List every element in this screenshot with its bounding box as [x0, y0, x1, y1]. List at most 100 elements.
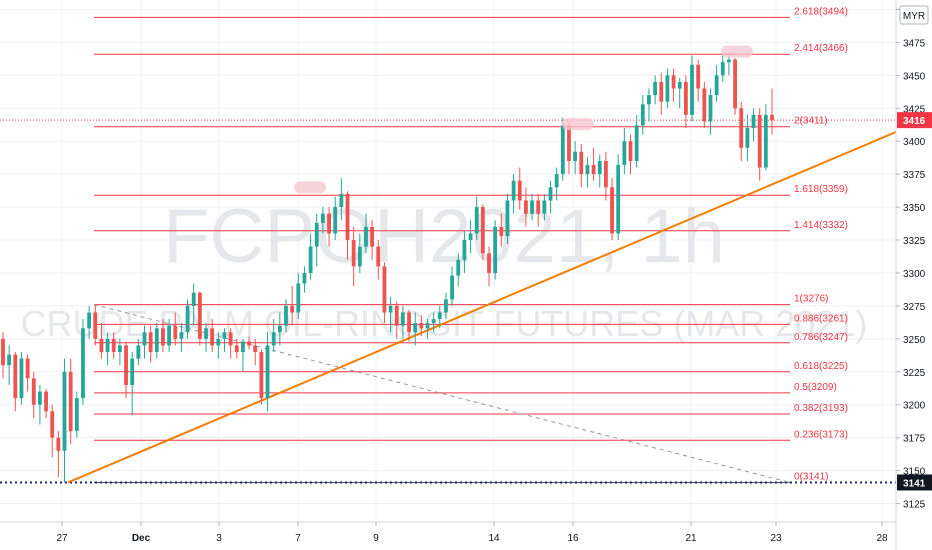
candle-body — [167, 325, 172, 346]
candle-body — [179, 332, 184, 339]
price-tick-label: 3325 — [903, 236, 926, 247]
candle-body — [19, 358, 24, 399]
time-tick-label: 14 — [488, 533, 500, 544]
highlight-marker — [294, 181, 326, 194]
fib-level-label: 0(3141) — [794, 471, 828, 482]
time-tick-label: Dec — [132, 533, 151, 544]
candle-body — [511, 180, 516, 201]
candle-body — [751, 114, 756, 129]
fib-level-label: 2.618(3494) — [794, 6, 848, 17]
price-tick-label: 3375 — [903, 170, 926, 181]
fib-level-label: 0.5(3209) — [794, 382, 837, 393]
candle-body — [702, 88, 707, 122]
candle-body — [468, 233, 473, 241]
fib-level-label: 0.618(3225) — [794, 361, 848, 372]
candle-body — [290, 305, 295, 313]
candle-body — [216, 338, 221, 346]
trend-line[interactable] — [67, 131, 897, 484]
price-tick-label: 3225 — [903, 368, 926, 379]
price-tag — [897, 112, 932, 129]
candle-body — [388, 305, 393, 313]
candle-body — [407, 312, 411, 333]
candle-body — [56, 437, 61, 451]
candle-body — [450, 275, 455, 300]
candle-body — [554, 174, 559, 188]
candle-body — [696, 64, 701, 89]
time-tick-label: 21 — [685, 533, 697, 544]
candle-body — [739, 108, 744, 148]
candle-body — [597, 160, 602, 175]
candle-body — [136, 345, 141, 359]
price-tick-label: 3350 — [903, 203, 926, 214]
candle-body — [296, 283, 301, 313]
candle-body — [68, 371, 73, 432]
candle-body — [74, 398, 79, 432]
price-axis: 3125 3150 3175 3200 3225 3250 3275 3300 3325 3350… — [895, 0, 932, 550]
candle-body — [154, 328, 159, 353]
price-tick-label: 3300 — [903, 269, 926, 280]
candle-body — [38, 391, 42, 405]
candle-body — [339, 193, 344, 208]
fibonacci-levels: 2.618(3494) 2.414(3466) 2(3411) 1.618(3359)… — [0, 6, 896, 484]
candle-body — [185, 305, 190, 333]
currency-label[interactable]: MYR — [899, 5, 929, 25]
candle-body — [659, 81, 664, 102]
candle-body — [683, 81, 688, 115]
candle-body — [333, 207, 338, 234]
candle-body — [148, 332, 153, 353]
candle-body — [499, 226, 504, 237]
candle-body — [610, 187, 614, 234]
price-tag-label: 3141 — [903, 478, 926, 489]
candle-body — [44, 391, 48, 412]
price-tick-label: 3200 — [903, 401, 926, 412]
candle-body — [647, 95, 651, 105]
fib-level-label: 1(3276) — [794, 294, 828, 305]
time-tick-label: 3 — [216, 533, 222, 544]
candle-body — [364, 226, 368, 247]
price-tick-label: 3475 — [903, 38, 926, 49]
candle-body — [462, 240, 467, 260]
candle-body — [105, 338, 110, 353]
highlight-marker — [562, 118, 594, 131]
candle-body — [677, 81, 682, 89]
fib-level-label: 2.414(3466) — [794, 43, 848, 54]
candle-body — [708, 95, 713, 122]
candle-body — [1, 338, 5, 366]
candle-body — [99, 338, 104, 353]
candle-body — [117, 345, 122, 353]
candle-body — [382, 266, 387, 313]
candle-body — [480, 207, 485, 254]
fib-level-label: 1.414(3332) — [794, 220, 848, 231]
candle-body — [524, 200, 528, 214]
candle-body — [93, 312, 98, 339]
fib-level-label: 2(3411) — [794, 116, 828, 127]
candle-body — [241, 341, 245, 353]
price-tick-label: 3400 — [903, 137, 926, 148]
candle-body — [87, 312, 92, 329]
candle-body — [31, 378, 36, 405]
candle-body — [400, 312, 405, 326]
candle-body — [370, 226, 375, 247]
candle-body — [247, 341, 251, 346]
candle-body — [622, 141, 627, 165]
price-tick-label: 3425 — [903, 104, 926, 115]
candle-body — [13, 354, 18, 399]
candle-body — [585, 164, 590, 175]
candle-body — [234, 345, 239, 353]
trend-line-segment — [67, 131, 897, 484]
candle-body — [474, 207, 479, 234]
candle-body — [265, 345, 270, 399]
price-tick-label: 3275 — [903, 302, 926, 313]
candle-body — [727, 59, 731, 63]
candle-body — [271, 332, 276, 346]
candle-body — [50, 411, 55, 438]
candle-body — [745, 128, 750, 148]
candle-body — [690, 64, 694, 115]
time-tick-label: 27 — [56, 533, 68, 544]
candle-body — [530, 200, 534, 214]
candle-body — [25, 358, 30, 379]
candle-body — [444, 299, 448, 313]
candle-body — [345, 193, 350, 241]
